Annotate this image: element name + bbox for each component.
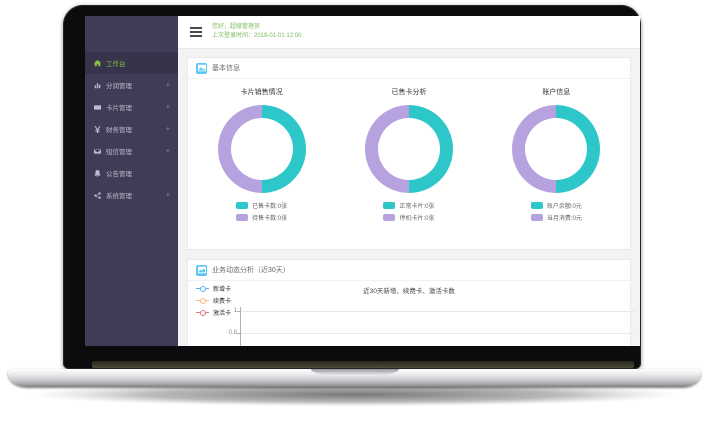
line-chart-icon [196, 264, 207, 276]
line-chart[interactable]: 近30天新增、续费卡、激活卡数 新增卡 续费卡 激活卡 [188, 281, 636, 346]
y-tick-label: 0.8 [228, 330, 237, 336]
sidebar-item-profit[interactable]: 分润管理 + [85, 74, 178, 96]
sidebar-item-workbench[interactable]: 工作台 [85, 52, 178, 74]
envelope-icon [93, 147, 101, 155]
y-tick-mark [237, 333, 240, 334]
chart-title: 账户信息 [542, 89, 571, 96]
sidebar-item-cards[interactable]: 卡片管理 + [85, 96, 178, 118]
line-marker-icon [196, 309, 209, 316]
basic-info-card: 基本信息 卡片销售情况 已售卡数:0张 待 [187, 57, 631, 250]
expand-icon: + [165, 103, 170, 111]
legend-item[interactable]: 续费卡 [196, 296, 231, 305]
card-title: 基本信息 [212, 65, 240, 72]
legend-item[interactable]: 新增卡 [196, 284, 231, 293]
y-tick-mark [237, 311, 240, 312]
legend-swatch [530, 202, 543, 209]
image-icon [196, 62, 207, 74]
legend-item[interactable]: 当月消费:0元 [530, 213, 582, 222]
line-marker-icon [196, 285, 209, 292]
sidebar-item-label: 分润管理 [106, 83, 132, 90]
legend-label: 待售卡数:0张 [252, 216, 288, 222]
top-header: 您好，超级管理员 上次登录时间：2019-01-01 12:00 [178, 16, 640, 49]
legend-label: 新增卡 [213, 287, 232, 293]
legend-swatch [530, 214, 543, 221]
chart-title: 已售卡分析 [391, 89, 427, 96]
chart-icon [93, 81, 101, 89]
expand-icon: + [165, 191, 170, 199]
welcome-text: 您好，超级管理员 上次登录时间：2019-01-01 12:00 [212, 23, 301, 41]
sidebar-item-label: 工作台 [106, 61, 126, 68]
chart-title: 卡片销售情况 [240, 89, 283, 96]
laptop-lid-notch [311, 369, 399, 376]
legend-label: 正常卡片:0张 [399, 204, 435, 210]
donut-chart-card-sales: 卡片销售情况 已售卡数:0张 待售卡数:0张 [188, 81, 335, 222]
legend-label: 账户余额:0元 [546, 204, 582, 210]
laptop-shadow [0, 384, 709, 414]
card-icon [93, 103, 101, 111]
donut-ring[interactable] [512, 105, 601, 193]
donut-chart-account-info: 账户信息 账户余额:0元 当月消费:0元 [483, 81, 630, 222]
legend-label: 当月消费:0元 [546, 216, 582, 222]
y-tick-label: 1 [233, 308, 237, 314]
legend-label: 停机卡片:0张 [399, 216, 435, 222]
menu-icon[interactable] [190, 27, 202, 37]
welcome-line-2: 上次登录时间：2019-01-01 12:00 [212, 33, 302, 39]
line-chart-legend: 新增卡 续费卡 激活卡 [196, 284, 231, 317]
legend-swatch [383, 214, 396, 221]
y-axis [240, 307, 241, 346]
expand-icon: + [165, 81, 170, 89]
bezel-reflection [92, 361, 634, 368]
gridline [241, 311, 636, 312]
legend-label: 已售卡数:0张 [252, 204, 288, 210]
legend-item[interactable]: 已售卡数:0张 [236, 201, 287, 210]
legend-item[interactable]: 停机卡片:0张 [383, 213, 435, 222]
line-marker-icon [196, 297, 209, 304]
sidebar-item-label: 公告管理 [106, 171, 132, 178]
laptop-base [8, 369, 701, 387]
sidebar-item-label: 系统管理 [106, 193, 132, 200]
sidebar-item-system[interactable]: 系统管理 + [85, 184, 178, 206]
donut-ring[interactable] [217, 105, 306, 193]
donut-chart-sold-analysis: 已售卡分析 正常卡片:0张 停机卡片:0张 [335, 81, 482, 222]
chart-legend: 账户余额:0元 当月消费:0元 [530, 201, 582, 222]
share-icon [93, 191, 101, 199]
sidebar: 工作台 分润管理 + 卡片管理 + [85, 16, 178, 346]
legend-swatch [236, 202, 249, 209]
legend-item[interactable]: 激活卡 [196, 308, 231, 317]
card-title: 业务动态分析（近30天） [212, 267, 290, 274]
sidebar-item-label: 短信管理 [106, 149, 132, 156]
card-header: 业务动态分析（近30天） [188, 260, 630, 281]
sidebar-item-announcements[interactable]: 公告管理 [85, 162, 178, 184]
home-icon [93, 59, 101, 67]
business-analysis-card: 业务动态分析（近30天） 近30天新增、续费卡、激活卡数 新增卡 续费卡 [187, 259, 636, 346]
welcome-line-1: 您好，超级管理员 [212, 24, 261, 30]
sidebar-item-finance[interactable]: 财务管理 + [85, 118, 178, 140]
donut-ring[interactable] [364, 105, 453, 193]
expand-icon: + [165, 125, 170, 133]
legend-item[interactable]: 正常卡片:0张 [383, 201, 435, 210]
legend-item[interactable]: 账户余额:0元 [530, 201, 582, 210]
sidebar-item-label: 财务管理 [106, 127, 132, 134]
card-header: 基本信息 [188, 58, 630, 79]
gridline [241, 333, 636, 334]
bell-icon [93, 169, 101, 177]
legend-label: 续费卡 [213, 299, 232, 305]
main-content: 基本信息 卡片销售情况 已售卡数:0张 待 [178, 49, 640, 346]
legend-swatch [383, 202, 396, 209]
chart-legend: 已售卡数:0张 待售卡数:0张 [236, 201, 287, 222]
chart-legend: 正常卡片:0张 停机卡片:0张 [383, 201, 435, 222]
line-chart-title: 近30天新增、续费卡、激活卡数 [363, 288, 455, 295]
sidebar-item-label: 卡片管理 [106, 105, 132, 112]
app-screen: 工作台 分润管理 + 卡片管理 + [85, 16, 640, 346]
donut-row: 卡片销售情况 已售卡数:0张 待售卡数:0张 [188, 79, 630, 222]
expand-icon: + [165, 147, 170, 155]
legend-swatch [236, 214, 249, 221]
yen-icon [93, 125, 101, 133]
sidebar-item-sms[interactable]: 短信管理 + [85, 140, 178, 162]
legend-label: 激活卡 [213, 311, 232, 317]
legend-item[interactable]: 待售卡数:0张 [236, 213, 287, 222]
sidebar-menu: 工作台 分润管理 + 卡片管理 + [85, 16, 178, 206]
